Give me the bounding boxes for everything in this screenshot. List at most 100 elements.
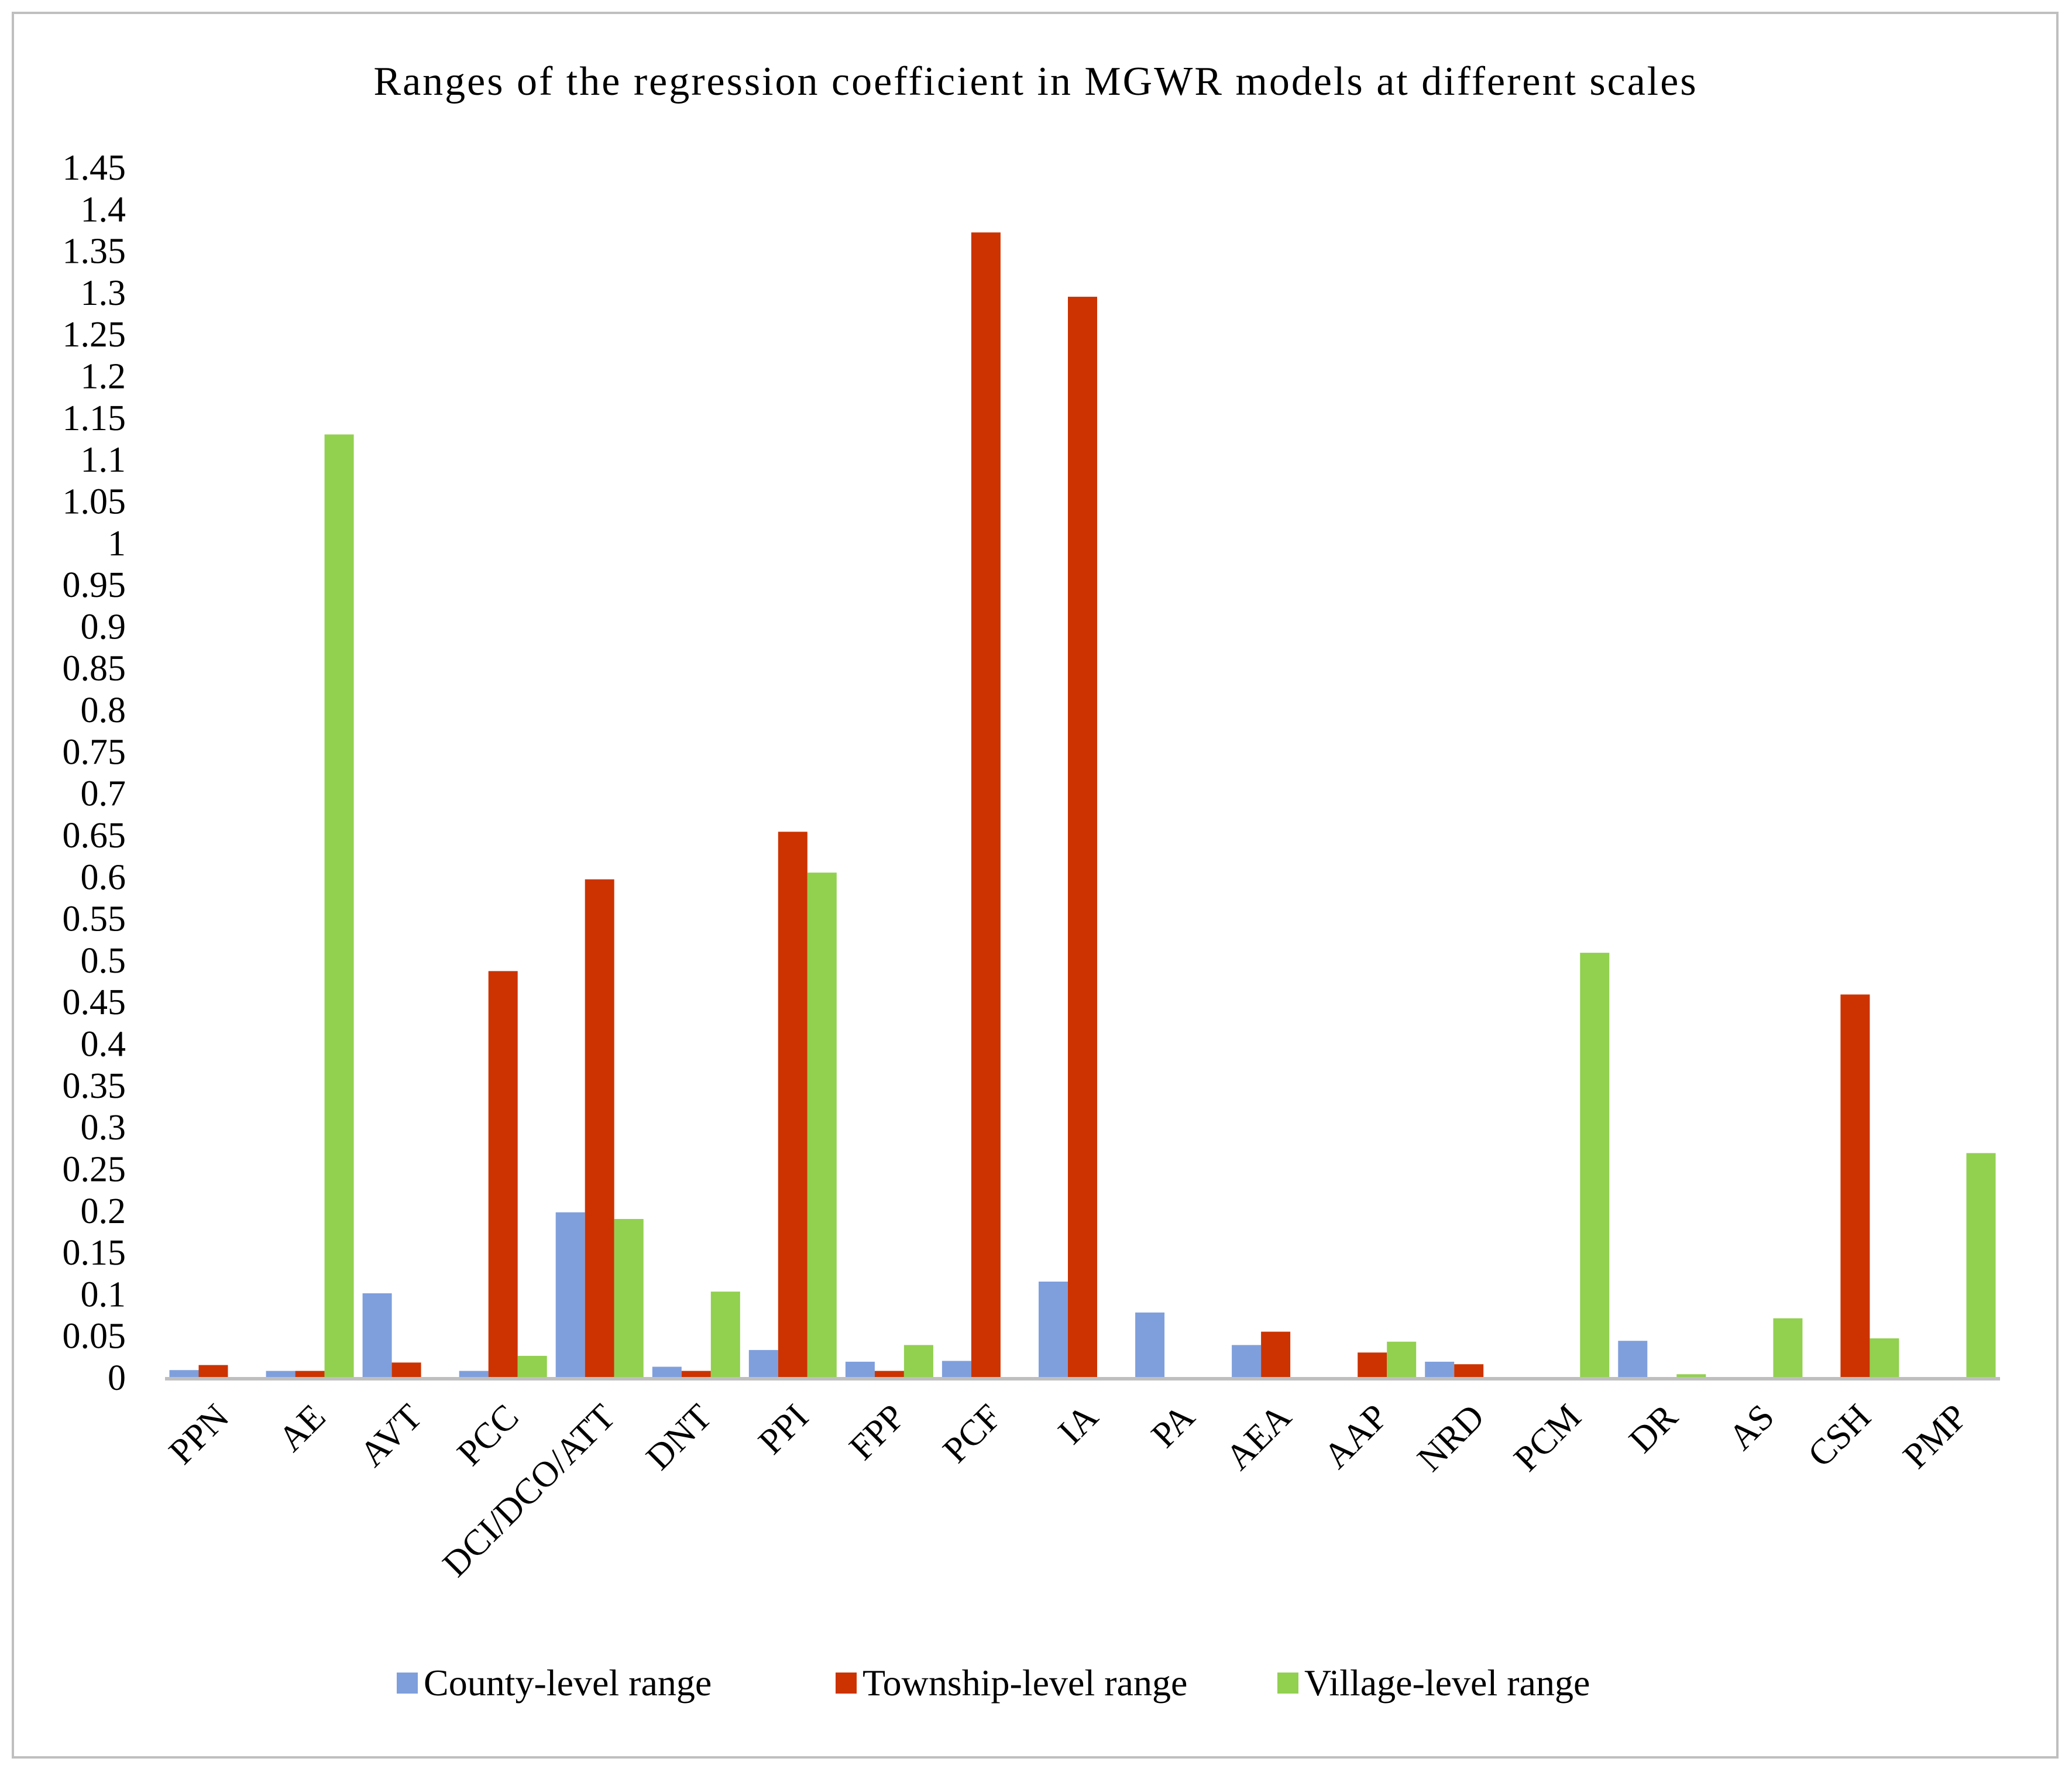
bar-pcc-s2 [517, 1355, 547, 1378]
x-category-label: DNT [639, 1397, 720, 1478]
series-county-level-range [169, 1212, 1648, 1378]
bar-ae-s2 [324, 434, 354, 1378]
y-tick-label: 0.1 [81, 1275, 126, 1314]
series-township-level-range [198, 232, 1870, 1378]
bar-fpp-s2 [903, 1345, 933, 1378]
x-category-label: PCF [936, 1397, 1009, 1471]
legend: County-level range Township-level range Vi… [397, 1662, 1590, 1704]
bar-aap-s2 [1387, 1341, 1417, 1378]
x-category-label: PCM [1506, 1397, 1589, 1479]
bar-dnt-s1 [681, 1371, 711, 1378]
bar-fpp-s1 [874, 1371, 904, 1378]
bar-ae-s0 [266, 1371, 295, 1378]
y-tick-label: 0.15 [63, 1233, 126, 1273]
bar-nrd-s0 [1425, 1361, 1455, 1378]
y-axis-tick-labels: 00.050.10.150.20.250.30.350.40.450.50.55… [63, 148, 126, 1398]
y-tick-label: 1.15 [63, 399, 126, 438]
y-tick-label: 1 [108, 524, 126, 564]
y-tick-label: 0.8 [81, 691, 126, 730]
x-category-label: FPP [842, 1397, 913, 1468]
y-tick-label: 0.45 [63, 983, 126, 1022]
bar-ppi-s1 [778, 832, 808, 1378]
bar-dr-s0 [1618, 1341, 1648, 1378]
legend-item: Village-level range [1277, 1662, 1590, 1704]
series-village-level-range [324, 434, 1996, 1378]
bar-avt-s1 [391, 1362, 421, 1378]
y-tick-label: 1.4 [81, 190, 126, 229]
x-category-label: CSH [1800, 1397, 1878, 1475]
bar-dnt-s2 [710, 1292, 740, 1378]
chart-title: Ranges of the regression coefficient in … [373, 59, 1698, 104]
bar-aap-s1 [1358, 1352, 1387, 1378]
y-tick-label: 1.25 [63, 315, 126, 355]
y-tick-label: 1.1 [81, 440, 126, 480]
x-category-label: AE [271, 1397, 334, 1460]
bar-fpp-s0 [845, 1361, 875, 1378]
x-category-label: AEA [1218, 1397, 1299, 1478]
x-category-label: PCC [450, 1397, 527, 1474]
bar-pcf-s0 [941, 1361, 971, 1378]
y-tick-label: 0.95 [63, 565, 126, 605]
x-category-label: IA [1051, 1397, 1107, 1452]
bar-pa-s0 [1135, 1312, 1165, 1378]
bar-ae-s1 [295, 1371, 325, 1378]
bar-aea-s1 [1261, 1331, 1291, 1378]
y-tick-label: 1.45 [63, 148, 126, 188]
bar-pcm-s2 [1580, 953, 1610, 1378]
legend-label: Village-level range [1304, 1662, 1590, 1704]
x-category-label: PPI [751, 1397, 816, 1462]
y-tick-label: 1.35 [63, 232, 126, 272]
bar-ppn-s1 [198, 1365, 228, 1378]
legend-swatch [397, 1673, 418, 1694]
bar-ppn-s0 [169, 1370, 199, 1378]
bar-csh-s1 [1840, 994, 1870, 1378]
bar-nrd-s1 [1454, 1364, 1484, 1378]
bar-avt-s0 [362, 1293, 392, 1378]
legend-swatch [836, 1673, 857, 1694]
bar-csh-s2 [1870, 1338, 1899, 1378]
y-tick-label: 0 [108, 1358, 126, 1398]
x-category-label: NRD [1410, 1397, 1492, 1479]
bar-dci-dco-att-s1 [585, 879, 614, 1378]
y-tick-label: 0.7 [81, 774, 126, 814]
bar-dci-dco-att-s0 [555, 1212, 585, 1378]
x-category-label: PMP [1896, 1397, 1975, 1476]
x-category-label: AVT [352, 1397, 430, 1475]
bar-dci-dco-att-s2 [614, 1219, 644, 1378]
bar-dnt-s0 [652, 1366, 682, 1378]
y-tick-label: 0.4 [81, 1025, 126, 1064]
legend-item: Township-level range [836, 1662, 1187, 1704]
y-tick-label: 1.3 [81, 273, 126, 313]
y-tick-label: 0.2 [81, 1191, 126, 1231]
legend-label: Township-level range [863, 1662, 1187, 1704]
bar-pcf-s1 [971, 232, 1001, 1378]
x-category-label: DR [1621, 1396, 1685, 1460]
y-tick-label: 0.75 [63, 732, 126, 772]
y-tick-label: 0.65 [63, 816, 126, 856]
legend-item: County-level range [397, 1662, 712, 1704]
bar-ia-s1 [1068, 297, 1097, 1378]
x-category-label: AAP [1316, 1397, 1396, 1476]
bar-aea-s0 [1232, 1345, 1262, 1378]
y-tick-label: 0.9 [81, 607, 126, 647]
bar-ppi-s2 [807, 873, 837, 1378]
y-tick-label: 1.2 [81, 357, 126, 397]
y-tick-label: 0.3 [81, 1108, 126, 1148]
y-tick-label: 1.05 [63, 482, 126, 521]
y-tick-label: 0.85 [63, 649, 126, 689]
y-tick-label: 0.25 [63, 1149, 126, 1189]
y-tick-label: 0.35 [63, 1066, 126, 1106]
x-category-label: AS [1721, 1397, 1782, 1458]
x-category-label: PA [1144, 1397, 1202, 1455]
x-category-label: PPN [162, 1397, 237, 1472]
y-tick-label: 0.05 [63, 1317, 126, 1357]
bar-pmp-s2 [1966, 1153, 1996, 1378]
bar-pcc-s0 [459, 1371, 489, 1378]
bar-dr-s2 [1676, 1374, 1706, 1378]
bar-pcc-s1 [488, 971, 518, 1378]
y-tick-label: 0.5 [81, 941, 126, 981]
y-tick-label: 0.6 [81, 857, 126, 897]
legend-swatch [1277, 1673, 1298, 1694]
